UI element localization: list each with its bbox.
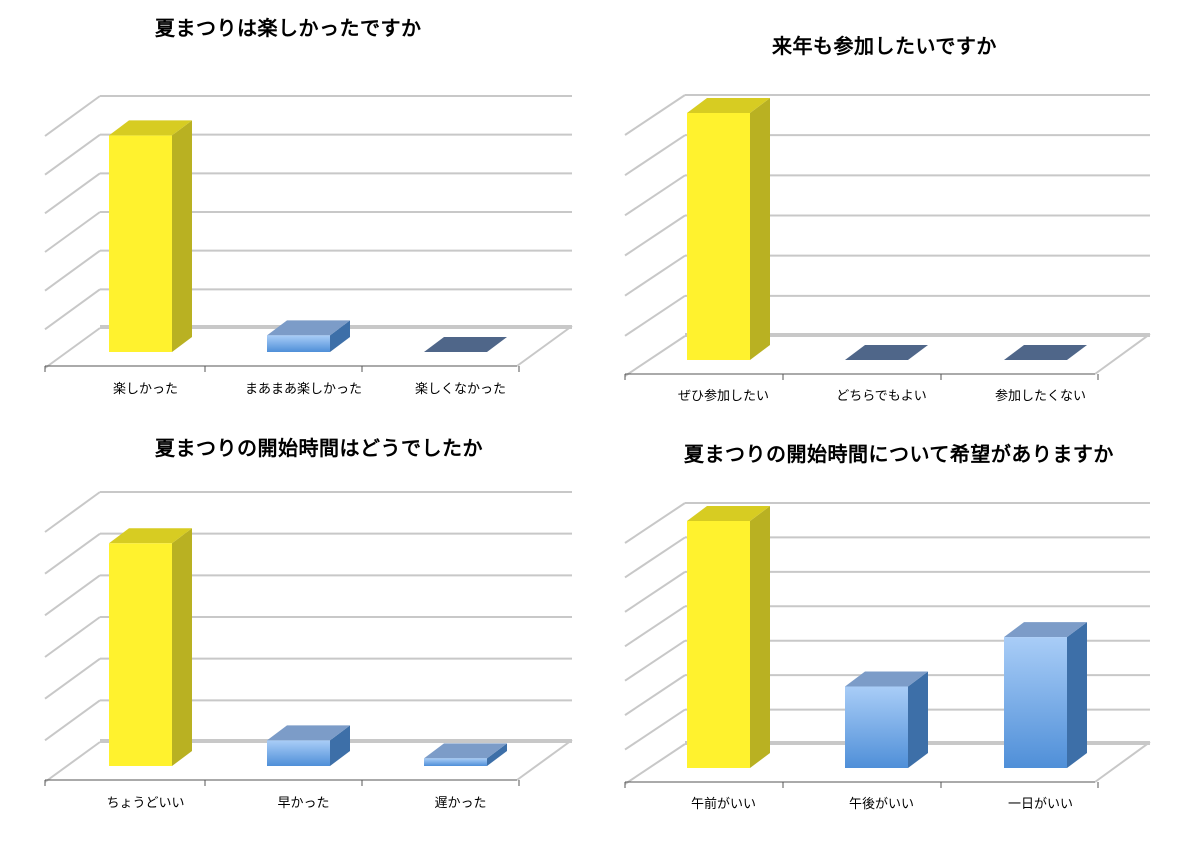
chart-title: 来年も参加したいですか (772, 34, 997, 58)
floor-right-edge (516, 739, 573, 781)
gridline-depth (624, 94, 686, 136)
gridline-depth (624, 536, 686, 579)
chart-panel-1: 夏まつりは楽しかったですか (0, 0, 592, 426)
gridline-depth (624, 571, 686, 613)
bar-1 (267, 740, 330, 766)
gridline-depth (624, 134, 686, 176)
bar-2-top (1004, 622, 1087, 638)
bar-2 (424, 758, 487, 766)
bar-1 (267, 335, 330, 352)
x-tick-label: 午後がいい (848, 797, 915, 812)
bar-0 (687, 521, 750, 768)
bar-1-side (330, 320, 350, 352)
bar-2-side (1067, 622, 1087, 768)
bar-0-side (172, 528, 192, 766)
bar-0-top (687, 98, 770, 113)
gridline-depth (624, 743, 686, 785)
floor-right-edge (1094, 741, 1151, 783)
bar-2-top (424, 743, 507, 759)
bar-0 (109, 543, 172, 766)
bar-1-top (845, 671, 928, 687)
gridline-depth (624, 254, 686, 297)
bar-0-top (687, 506, 770, 521)
gridline-depth (624, 502, 686, 544)
x-tick-label: ちょうどいい (106, 796, 185, 811)
x-tick-label: 午前がいい (690, 797, 757, 812)
gridline-depth (44, 249, 101, 292)
gridline-depth (624, 335, 686, 377)
x-tick-label: まあまあ楽しかった (244, 382, 363, 397)
x-tick-label: 一日がいい (1007, 797, 1074, 812)
gridline-depth (44, 741, 101, 783)
gridline-depth (44, 657, 101, 700)
bar-0-top (109, 528, 192, 544)
gridline-depth (44, 699, 101, 742)
floor-right-edge (1094, 333, 1151, 375)
gridline-depth (44, 95, 101, 137)
bar-0 (687, 113, 750, 360)
gridline-depth (44, 616, 101, 658)
bar-1-top (267, 725, 350, 741)
floor-right-edge (516, 325, 573, 367)
gridline-depth (44, 172, 101, 215)
bar-0-side (172, 120, 192, 352)
chart-title: 夏まつりは楽しかったですか (155, 16, 422, 40)
x-tick-label: ぜひ参加したい (677, 389, 770, 404)
gridline-depth (44, 491, 101, 533)
gridline-depth (624, 708, 686, 751)
gridline-depth (44, 211, 101, 253)
x-tick-label: 遅かった (434, 796, 487, 811)
bar-1 (845, 686, 908, 768)
gridline-depth (624, 605, 686, 648)
x-tick-label: 参加したくない (994, 389, 1087, 404)
gridline-depth (44, 288, 101, 331)
chart-title: 夏まつりの開始時間はどうでしたか (155, 436, 483, 460)
bar-1-side (330, 725, 350, 766)
chart-title: 夏まつりの開始時間について希望がありますか (684, 442, 1114, 466)
chart-panel-3: 夏まつりの開始時間はどうでしたか (0, 426, 592, 852)
bar-0-side (750, 98, 770, 360)
bar-2 (1004, 637, 1067, 768)
gridline-depth (44, 133, 101, 176)
bar-0 (109, 135, 172, 352)
gridline-depth (624, 174, 686, 217)
bar-1-side (908, 671, 928, 768)
gridline-depth (624, 639, 686, 682)
gridline-depth (44, 532, 101, 575)
bar-2 (424, 337, 507, 352)
x-tick-label: どちらでもよい (836, 389, 927, 404)
x-tick-label: 早かった (277, 796, 330, 811)
bar-0-side (750, 506, 770, 768)
bar-0-top (109, 120, 192, 136)
gridline-depth (44, 574, 101, 617)
chart-panel-2: 来年も参加したいですか (592, 0, 1184, 426)
gridline-depth (624, 295, 686, 337)
gridline-depth (624, 674, 686, 716)
bar-1-top (267, 320, 350, 336)
x-tick-label: 楽しくなかった (414, 382, 507, 397)
gridline-depth (44, 327, 101, 369)
bar-2 (1004, 345, 1087, 360)
bar-1 (845, 345, 928, 360)
x-tick-label: 楽しかった (112, 382, 179, 397)
bar-2-side (487, 743, 507, 766)
chart-panel-4: 夏まつりの開始時間について希望がありますか (592, 426, 1184, 852)
gridline-depth (624, 214, 686, 257)
